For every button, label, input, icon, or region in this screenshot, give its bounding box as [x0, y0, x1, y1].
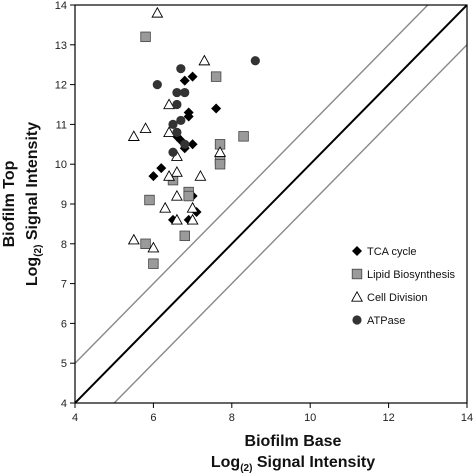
point-tca-cycle [187, 139, 198, 150]
point-atpase [172, 99, 182, 110]
legend-label-tca-cycle: TCA cycle [367, 246, 417, 258]
point-cell-division [127, 130, 140, 141]
point-cell-division [194, 170, 207, 181]
y-tick-label: 12 [55, 80, 67, 92]
point-lipid-biosynthesis [238, 131, 249, 142]
y-axis-title-line2: Log(2) Signal Intensity [24, 122, 44, 286]
point-lipid-biosynthesis [140, 238, 151, 250]
legend-label-atpase: ATPase [367, 315, 405, 327]
y-tick-label: 5 [61, 358, 67, 370]
legend-marker-cell-division [351, 290, 363, 302]
point-cell-division [159, 201, 172, 213]
y-axis: 4 5 6 7 8 9 10 11 12 13 14 [55, 0, 75, 410]
y-tick-label: 13 [55, 40, 67, 52]
point-lipid-biosynthesis [148, 258, 159, 269]
x-tick-label: 4 [72, 412, 78, 424]
point-lipid-biosynthesis [179, 230, 190, 242]
x-tick-label: 8 [229, 412, 235, 424]
point-lipid-biosynthesis [183, 190, 194, 202]
legend-marker-atpase [352, 315, 362, 325]
reference-line [113, 44, 467, 403]
reference-lines [75, 5, 467, 403]
y-tick-label: 6 [61, 318, 67, 330]
point-cell-division [186, 201, 199, 213]
point-atpase [168, 147, 178, 157]
legend: TCA cycle Lipid Biosynthesis Cell Division… [351, 246, 456, 327]
point-tca-cycle [179, 75, 190, 86]
point-tca-cycle [183, 111, 194, 122]
y-tick-label: 11 [56, 119, 67, 131]
point-cell-division [163, 98, 176, 110]
point-atpase [168, 119, 178, 129]
point-atpase [152, 80, 162, 90]
legend-marker-tca-cycle [352, 246, 362, 256]
point-atpase [172, 87, 182, 98]
x-tick-label: 12 [382, 412, 394, 424]
x-axis: 4 6 8 10 12 14 [72, 403, 473, 424]
y-tick-label: 4 [61, 398, 67, 410]
point-tca-cycle [156, 163, 167, 174]
point-cell-division [170, 213, 183, 225]
point-atpase [180, 87, 190, 98]
y-tick-label: 8 [61, 239, 67, 251]
legend-label-cell-division: Cell Division [367, 292, 428, 304]
reference-line [75, 5, 467, 403]
x-axis-title-line2: Log(2) Signal Intensity [211, 454, 375, 474]
y-tick-label: 9 [61, 199, 67, 211]
point-cell-division [163, 170, 176, 181]
point-cell-division [151, 6, 164, 18]
x-tick-label: 14 [461, 412, 473, 424]
point-atpase [176, 64, 186, 74]
point-tca-cycle [148, 171, 159, 182]
point-cell-division [186, 213, 199, 225]
point-atpase [176, 115, 186, 126]
point-lipid-biosynthesis [140, 31, 151, 43]
y-axis-title-line1: Biofilm Top [1, 160, 18, 247]
legend-label-lipid-biosynthesis: Lipid Biosynthesis [367, 269, 456, 281]
point-atpase [180, 139, 190, 149]
point-tca-cycle [187, 71, 198, 82]
point-cell-division [127, 233, 140, 245]
point-cell-division [170, 166, 183, 177]
point-cell-division [170, 189, 183, 201]
point-cell-division [147, 241, 160, 253]
point-tca-cycle [211, 103, 222, 114]
y-tick-label: 7 [61, 279, 67, 291]
legend-marker-lipid-biosynthesis [351, 268, 363, 280]
y-tick-label: 14 [55, 0, 67, 12]
point-atpase [172, 127, 182, 137]
x-tick-label: 10 [304, 412, 316, 424]
data-points [127, 6, 260, 269]
point-cell-division [163, 126, 176, 137]
point-lipid-biosynthesis [210, 71, 222, 82]
x-tick-label: 6 [150, 412, 156, 424]
x-axis-title-line1: Biofilm Base [245, 433, 342, 450]
point-atpase [250, 56, 260, 66]
y-tick-label: 10 [55, 159, 67, 171]
point-cell-division [214, 146, 227, 157]
point-cell-division [139, 122, 152, 133]
point-lipid-biosynthesis [144, 194, 155, 206]
reference-line [75, 5, 429, 364]
point-lipid-biosynthesis [214, 158, 226, 170]
point-cell-division [198, 54, 211, 66]
